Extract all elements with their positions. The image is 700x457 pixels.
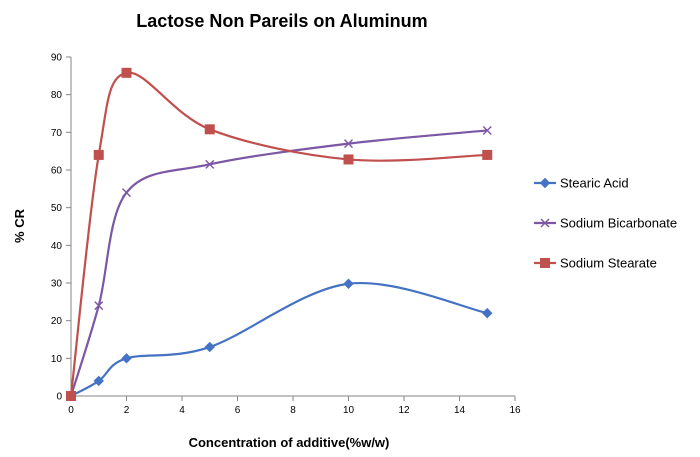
y-tick-label: 40 [51,241,63,252]
data-point [482,125,492,135]
x-tick-label: 10 [343,405,355,416]
data-point [482,149,493,160]
x-tick-label: 12 [398,405,410,416]
data-point-stroke [540,218,550,228]
series-line [69,129,488,397]
x-tick-label: 16 [509,405,521,416]
data-point [482,307,493,319]
x-tick-label: 6 [235,405,241,416]
legend-label: Sodium Bicarbonate [560,216,677,231]
series-line [70,281,488,397]
x-tick-label: 4 [179,405,185,416]
y-tick-label: 80 [51,90,63,101]
data-point-stroke [482,125,492,135]
series-line [69,71,488,397]
data-point-stroke [122,188,131,198]
y-tick-label: 70 [51,128,63,139]
legend-label: Sodium Stearate [560,256,657,271]
y-tick-label: 0 [56,392,62,403]
data-point [94,301,104,311]
legend-item: Stearic Acid [534,176,629,191]
series-layer [65,67,493,402]
data-point [122,188,131,198]
y-tick-label: 10 [51,354,63,365]
legend: Stearic Acid Sodium Bicarbonate Sodium Ste… [534,176,677,271]
y-tick-label: 60 [51,166,63,177]
data-point [540,258,550,268]
legend-item: Sodium Stearate [534,256,657,271]
data-point [539,177,551,189]
y-tick-label: 90 [51,53,63,64]
data-point-stroke [205,159,215,169]
data-point [93,375,104,387]
data-point [93,149,104,160]
data-point [121,67,132,78]
y-tick-label: 20 [51,316,63,327]
data-point [343,278,354,289]
data-point [540,218,550,228]
y-tick-label: 30 [51,279,63,290]
y-tick-label: 50 [51,203,63,214]
series-stearic-acid [65,278,493,402]
data-point-stroke [94,301,104,311]
legend-label: Stearic Acid [560,176,629,191]
data-point [121,353,132,364]
data-point [344,139,353,149]
data-point-stroke [344,139,353,149]
data-point [66,391,76,401]
axes: 0 10 20 30 40 50 60 70 80 90 0 2 4 6 8 10 12 14 16 [51,53,521,417]
chart-title: Lactose Non Pareils on Aluminum [136,11,427,31]
x-axis-title: Concentration of additive(%w/w) [189,435,390,450]
series-sodium-stearate [66,67,493,401]
data-point [204,124,215,135]
x-tick-label: 14 [454,405,466,416]
x-tick-label: 0 [68,405,74,416]
data-point [343,154,354,165]
x-tick-label: 8 [290,405,296,416]
legend-item: Sodium Bicarbonate [534,216,677,231]
data-point [205,159,215,169]
y-axis-title: % CR [12,208,27,243]
x-tick-label: 2 [124,405,130,416]
data-point [204,341,215,353]
